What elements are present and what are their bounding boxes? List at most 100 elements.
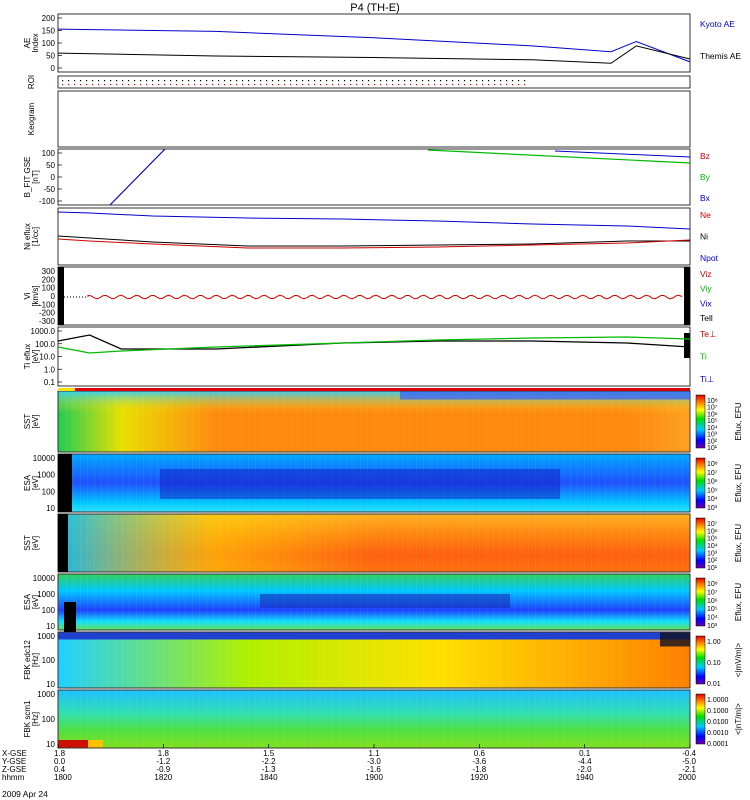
roi-dot bbox=[302, 84, 304, 86]
spectrogram-stripe bbox=[430, 690, 431, 748]
panel-frame-keogram bbox=[57, 90, 691, 148]
panel-frame-ti bbox=[57, 326, 691, 387]
legend-entry: Bz bbox=[700, 151, 710, 161]
x-axis-value: -3.0 bbox=[367, 757, 381, 766]
ae-series-kyoto bbox=[57, 28, 691, 63]
spectrogram-stripe bbox=[633, 391, 634, 452]
roi-dot bbox=[368, 84, 370, 86]
roi-dot bbox=[386, 84, 388, 86]
esa-e-dark-region bbox=[160, 469, 560, 499]
spectrogram-stripe bbox=[248, 391, 249, 452]
spectrogram-stripe bbox=[269, 690, 270, 748]
spectrogram-stripe bbox=[255, 632, 256, 688]
spectrogram-stripe bbox=[80, 574, 81, 630]
spectrogram-stripe bbox=[199, 514, 200, 572]
roi-dot bbox=[284, 84, 286, 86]
colorbar-tick: 10⁶ bbox=[707, 479, 718, 486]
x-axis-value: 0.4 bbox=[54, 765, 66, 774]
x-row-label: Y-GSE bbox=[2, 757, 26, 766]
spectrogram-stripe bbox=[115, 391, 116, 452]
spectrogram-stripe bbox=[563, 391, 564, 452]
y-axis-label-text: [nT] bbox=[31, 170, 40, 184]
spectrogram-stripe bbox=[185, 574, 186, 630]
y-axis-label-ni: Ni eflux [1/cc] bbox=[23, 223, 40, 250]
spectrogram-stripe bbox=[136, 574, 137, 630]
spectrogram-stripe bbox=[514, 690, 515, 748]
colorbar-tick: 10⁵ bbox=[707, 487, 718, 494]
spectrogram-stripe bbox=[192, 391, 193, 452]
spectrogram-stripe bbox=[682, 514, 683, 572]
ni-ni-trace bbox=[57, 235, 690, 247]
roi-dot bbox=[278, 84, 280, 86]
spectrogram-stripe bbox=[619, 632, 620, 688]
roi-dot bbox=[80, 84, 82, 86]
spectrogram-stripe bbox=[234, 690, 235, 748]
spectrogram-stripe bbox=[199, 391, 200, 452]
spectrogram-stripe bbox=[444, 514, 445, 572]
x-row-label: hhmm bbox=[2, 773, 25, 782]
roi-dot bbox=[158, 80, 160, 82]
spectrogram-stripe bbox=[367, 690, 368, 748]
y-tick-label: 1000.0 bbox=[31, 327, 56, 336]
spectrogram-stripe bbox=[612, 454, 613, 512]
spectrogram-stripe bbox=[556, 514, 557, 572]
spectrogram-stripe bbox=[150, 391, 151, 452]
spectrogram-stripe bbox=[94, 391, 95, 452]
spectrogram-stripe bbox=[521, 391, 522, 452]
roi-dot bbox=[176, 80, 178, 82]
spectrogram-stripe bbox=[164, 632, 165, 688]
y-axis-label-text: ESA bbox=[23, 474, 32, 491]
roi-dot bbox=[524, 84, 526, 86]
y-axis-label-text: [eV] bbox=[31, 349, 40, 363]
spectrogram-stripe bbox=[192, 690, 193, 748]
y-axis-label-text: ROI bbox=[27, 75, 36, 89]
colorbar-label: Eflux, EFU bbox=[734, 583, 743, 621]
x-axis-value: 2000 bbox=[678, 773, 696, 782]
spectrogram-stripe bbox=[143, 574, 144, 630]
spectrogram-stripe bbox=[374, 690, 375, 748]
spectrogram-stripe bbox=[80, 514, 81, 572]
spectrogram-stripe bbox=[213, 391, 214, 452]
roi-dot bbox=[416, 84, 418, 86]
spectrogram-stripe bbox=[353, 514, 354, 572]
colorbar-scale bbox=[695, 517, 706, 569]
spectrogram-stripe bbox=[626, 514, 627, 572]
spectrogram-stripe bbox=[430, 514, 431, 572]
roi-dot bbox=[476, 84, 478, 86]
colorbar-scale bbox=[695, 394, 706, 449]
roi-dot bbox=[68, 84, 70, 86]
roi-dot bbox=[320, 80, 322, 82]
spectrogram-stripe bbox=[591, 574, 592, 630]
spectrogram-stripe bbox=[150, 574, 151, 630]
spectrogram-stripe bbox=[115, 632, 116, 688]
roi-dot bbox=[452, 84, 454, 86]
y-axis-label-sst-i: SST [eV] bbox=[23, 535, 40, 551]
roi-dot bbox=[134, 84, 136, 86]
colorbar-tick: 10³ bbox=[707, 623, 718, 630]
spectrogram-stripe bbox=[563, 632, 564, 688]
spectrogram-stripe bbox=[150, 454, 151, 512]
roi-dot bbox=[122, 80, 124, 82]
y-tick-label: -300 bbox=[39, 317, 56, 326]
roi-dot bbox=[164, 84, 166, 86]
colorbar-tick: 10⁵ bbox=[707, 536, 718, 543]
legend-entry: Vix bbox=[700, 298, 712, 308]
colorbar-tick: 10⁴ bbox=[707, 425, 718, 432]
y-tick-label: 10 bbox=[46, 504, 55, 513]
spectrogram-stripe bbox=[171, 514, 172, 572]
spectrogram-stripe bbox=[185, 632, 186, 688]
spectrogram-stripe bbox=[136, 454, 137, 512]
spectrogram-stripe bbox=[395, 632, 396, 688]
spectrogram-stripe bbox=[528, 632, 529, 688]
spectrogram-stripe bbox=[108, 391, 109, 452]
fbk-edc-top-band bbox=[58, 632, 690, 640]
spectrogram-stripe bbox=[437, 690, 438, 748]
spectrogram-stripe bbox=[402, 632, 403, 688]
spectrogram-stripe bbox=[668, 632, 669, 688]
y-axis-label-text: Vi bbox=[23, 292, 32, 299]
spectrogram-stripe bbox=[423, 632, 424, 688]
spectrogram-stripe bbox=[192, 574, 193, 630]
spectrogram-stripe bbox=[185, 514, 186, 572]
spectrogram-stripe bbox=[493, 391, 494, 452]
